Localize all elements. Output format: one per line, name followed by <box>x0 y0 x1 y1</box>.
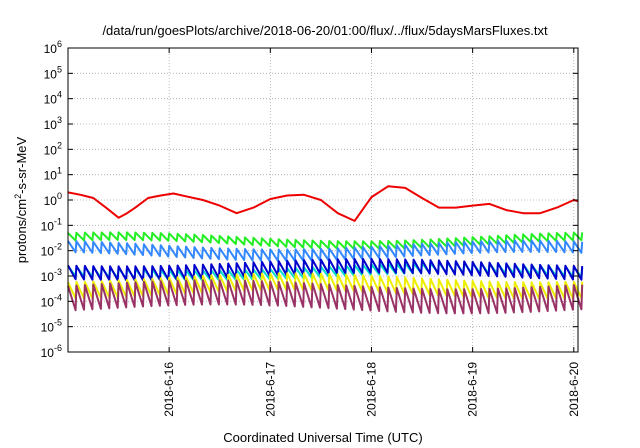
y-tick-label: 10-4 <box>41 292 62 309</box>
y-tick-label: 104 <box>44 90 62 107</box>
y-tick-label: 106 <box>44 39 62 56</box>
x-tick-label: 2018-6-16 <box>162 362 176 417</box>
series-line-7 <box>67 279 584 315</box>
y-tick-label: 10-3 <box>41 267 62 284</box>
x-axis: 2018-6-16 2018-6-17 2018-6-18 2018-6-19 2018… <box>162 48 581 417</box>
y-tick-label: 101 <box>44 166 62 183</box>
y-axis-label-base: protons/cm <box>14 199 29 263</box>
y-tick-label: 10-5 <box>41 318 62 335</box>
y-tick-label: 10-2 <box>41 242 62 259</box>
y-tick-label: 103 <box>44 115 62 132</box>
y-axis: 10-6 10-5 10-4 10-3 10-2 10-1 100 101 102 103 104 1… <box>41 39 578 360</box>
y-tick-label: 105 <box>44 64 62 81</box>
x-tick-label: 2018-6-19 <box>466 362 480 417</box>
y-tick-label: 100 <box>44 191 62 208</box>
series-layer <box>67 185 584 315</box>
x-tick-label: 2018-6-17 <box>263 362 277 417</box>
x-tick-label: 2018-6-18 <box>364 362 378 417</box>
y-axis-label-sup: 2 <box>13 194 23 199</box>
series-line-5 <box>67 257 584 282</box>
y-tick-label: 10-6 <box>41 343 62 360</box>
y-tick-label: 10-1 <box>41 216 62 233</box>
series-line-1 <box>67 185 579 222</box>
y-axis-label-rest: -s-sr-MeV <box>14 136 29 193</box>
chart-title: /data/run/goesPlots/archive/2018-06-20/0… <box>102 23 548 38</box>
x-tick-label: 2018-6-20 <box>567 362 581 417</box>
x-axis-label: Coordinated Universal Time (UTC) <box>223 430 422 445</box>
y-tick-label: 102 <box>44 140 62 157</box>
y-axis-label: protons/cm2-s-sr-MeV <box>13 136 29 263</box>
